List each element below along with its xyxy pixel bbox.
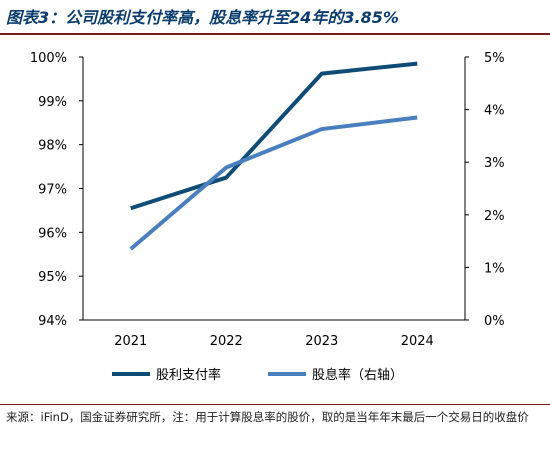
left-tick-label: 98% <box>38 139 67 154</box>
source-note: 来源：iFinD，国金证券研究所，注：用于计算股息率的股价，取的是当年年末最后一… <box>6 408 546 427</box>
right-tick-label: 5% <box>484 51 505 66</box>
left-tick-label: 100% <box>30 51 67 66</box>
left-tick-label: 99% <box>38 95 67 110</box>
right-tick-label: 0% <box>484 314 505 329</box>
x-tick-label: 2024 <box>401 334 434 349</box>
right-tick-label: 4% <box>484 104 505 119</box>
right-axis-ticks: 0% 1% 2% 3% 4% 5% <box>465 51 505 329</box>
x-tick-label: 2021 <box>114 334 147 349</box>
x-axis-ticks: 2021 2022 2023 2024 <box>114 334 434 349</box>
line-chart: 94% 95% 96% 97% 98% 99% 100% 0% 1% 2% 3% 4% 5% 2021… <box>0 0 550 400</box>
left-tick-label: 94% <box>38 314 67 329</box>
right-tick-label: 2% <box>484 209 505 224</box>
series-line-2 <box>131 117 418 249</box>
left-tick-label: 96% <box>38 226 67 241</box>
series-line-1 <box>131 64 418 209</box>
x-tick-label: 2023 <box>305 334 338 349</box>
legend-label: 股利支付率 <box>156 367 221 383</box>
legend: 股利支付率 股息率（右轴） <box>112 367 403 383</box>
x-tick-label: 2022 <box>210 334 243 349</box>
chart-axes <box>83 57 465 320</box>
legend-label: 股息率（右轴） <box>312 367 403 383</box>
left-tick-label: 95% <box>38 270 67 285</box>
right-tick-label: 1% <box>484 261 505 276</box>
source-divider <box>0 404 550 405</box>
left-tick-label: 97% <box>38 183 67 198</box>
series-lines <box>131 64 418 249</box>
right-tick-label: 3% <box>484 156 505 171</box>
left-axis-ticks: 94% 95% 96% 97% 98% 99% 100% <box>30 51 83 329</box>
